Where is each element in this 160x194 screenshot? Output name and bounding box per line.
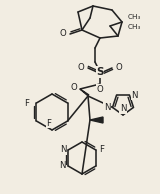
Text: CH₃: CH₃ (128, 14, 141, 20)
Text: N: N (60, 146, 66, 154)
Text: N: N (104, 103, 111, 112)
Text: N: N (120, 104, 126, 113)
Text: O: O (70, 82, 77, 92)
Polygon shape (90, 117, 103, 123)
Text: S: S (96, 67, 104, 77)
Text: O: O (116, 63, 123, 73)
Text: O: O (59, 29, 66, 38)
Text: F: F (47, 119, 52, 127)
Text: O: O (97, 85, 103, 94)
Text: CH₃: CH₃ (128, 24, 141, 30)
Text: N: N (132, 91, 138, 100)
Text: F: F (99, 146, 104, 154)
Polygon shape (80, 89, 89, 95)
Text: N: N (59, 161, 65, 171)
Text: F: F (24, 99, 29, 107)
Text: O: O (77, 63, 84, 73)
